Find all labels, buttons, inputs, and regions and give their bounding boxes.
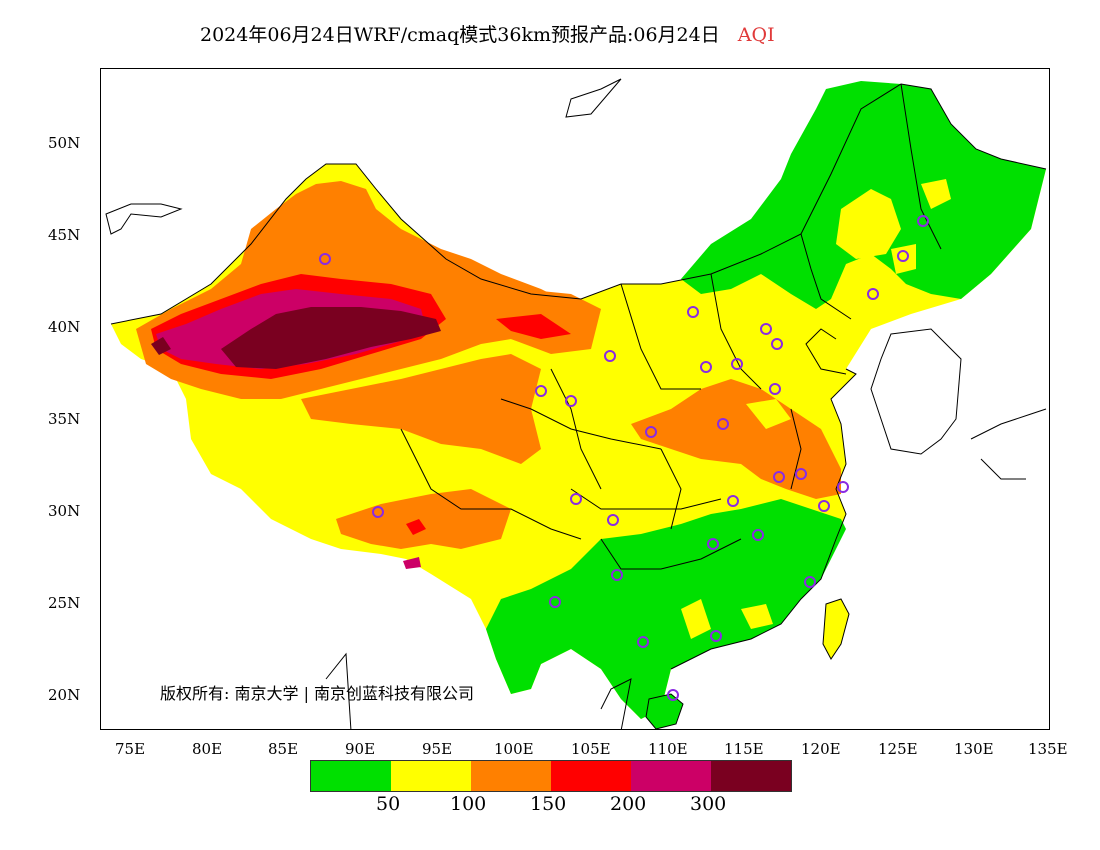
qinghai-orange-region [301, 354, 541, 464]
station-marker [535, 385, 547, 397]
lon-label: 90E [345, 740, 376, 758]
legend-swatch-good [311, 761, 391, 791]
legend-swatch-moderate [391, 761, 471, 791]
station-markers [319, 215, 929, 701]
lon-label: 120E [801, 740, 841, 758]
station-marker [611, 569, 623, 581]
station-marker [773, 471, 785, 483]
hainan-region [645, 693, 684, 729]
legend-label: 200 [610, 793, 647, 815]
station-marker [319, 253, 331, 265]
northeast-yellow-pocket [836, 189, 901, 259]
station-marker [570, 493, 582, 505]
legend-label: 150 [530, 793, 567, 815]
station-marker [687, 306, 699, 318]
page-title: 2024年06月24日WRF/cmaq模式36km预报产品:06月24日 AQI [200, 20, 775, 47]
lat-label: 20N [48, 686, 81, 704]
boundary-lines [110, 83, 1047, 670]
station-marker [795, 468, 807, 480]
lon-label: 105E [571, 740, 611, 758]
station-marker [818, 500, 830, 512]
legend-label: 300 [690, 793, 727, 815]
north-plain-yellow-hole [746, 399, 791, 429]
tibet-red-spot [406, 519, 426, 535]
hexi-red-region [496, 314, 571, 339]
neighbor-coastlines [105, 78, 1047, 729]
lat-label: 45N [48, 226, 81, 244]
copyright-text: 版权所有: 南京大学 | 南京创蓝科技有限公司 [160, 684, 475, 703]
station-marker [731, 358, 743, 370]
station-marker [897, 250, 909, 262]
legend-swatch-unhealthy [551, 761, 631, 791]
tibet-south-orange-region [336, 489, 511, 549]
metric-label: AQI [737, 24, 775, 46]
lat-label: 40N [48, 318, 81, 336]
lon-label: 95E [422, 740, 453, 758]
aqi-legend [310, 760, 792, 792]
station-marker [771, 338, 783, 350]
lon-label: 135E [1028, 740, 1068, 758]
lon-label: 75E [115, 740, 146, 758]
south-china-green-region [486, 499, 846, 719]
lat-label: 25N [48, 594, 81, 612]
station-marker [604, 350, 616, 362]
station-marker [667, 689, 679, 701]
station-marker [637, 636, 649, 648]
north-plain-orange-region [631, 379, 841, 499]
lat-label: 30N [48, 502, 81, 520]
tarim-hazardous-core [221, 307, 441, 369]
lon-label: 100E [494, 740, 534, 758]
lon-label: 130E [954, 740, 994, 758]
station-marker [837, 481, 849, 493]
station-marker [372, 506, 384, 518]
legend-swatch-very-unhealthy [631, 761, 711, 791]
lon-label: 85E [268, 740, 299, 758]
lon-label: 115E [724, 740, 764, 758]
map-frame[interactable] [100, 68, 1050, 730]
south-yellow-pocket-2 [741, 604, 773, 629]
station-marker [565, 395, 577, 407]
station-marker [727, 495, 739, 507]
station-marker [769, 383, 781, 395]
legend-swatch-sensitive [471, 761, 551, 791]
south-yellow-pocket [681, 599, 711, 639]
lat-label: 35N [48, 410, 81, 428]
legend-swatch-hazardous [711, 761, 791, 791]
station-marker [707, 538, 719, 550]
station-marker [607, 514, 619, 526]
legend-label: 50 [376, 793, 401, 815]
title-text: 2024年06月24日WRF/cmaq模式36km预报产品:06月24日 [200, 24, 720, 46]
station-marker [917, 215, 929, 227]
station-marker [760, 323, 772, 335]
taiwan-region [822, 598, 850, 660]
lon-label: 80E [192, 740, 223, 758]
tarim-hazardous-west [151, 337, 171, 355]
station-marker [867, 288, 879, 300]
station-marker [804, 576, 816, 588]
station-marker [710, 630, 722, 642]
tibet-magenta-spot [403, 557, 421, 569]
lat-label: 50N [48, 134, 81, 152]
station-marker [645, 426, 657, 438]
map-svg[interactable] [101, 69, 1050, 730]
station-marker [549, 596, 561, 608]
lon-label: 125E [878, 740, 918, 758]
lon-label: 110E [648, 740, 688, 758]
station-marker [717, 418, 729, 430]
northeast-yellow-pocket-3 [891, 244, 916, 274]
station-marker [700, 361, 712, 373]
legend-label: 100 [450, 793, 487, 815]
station-marker [752, 529, 764, 541]
northeast-yellow-pocket-2 [921, 179, 951, 209]
